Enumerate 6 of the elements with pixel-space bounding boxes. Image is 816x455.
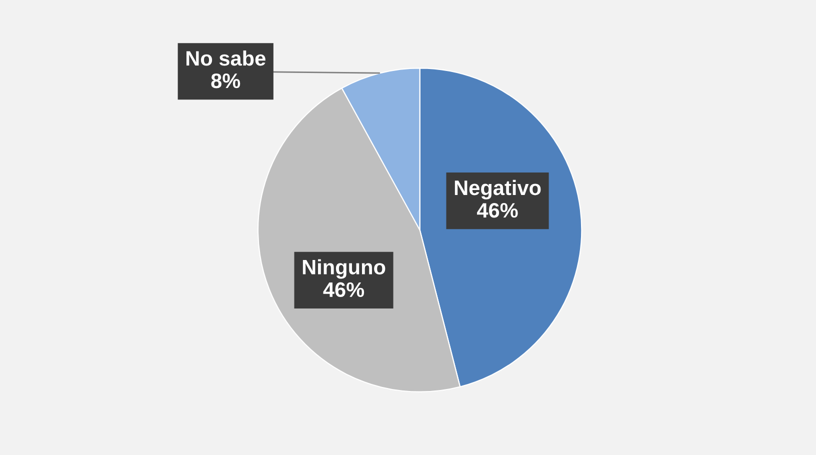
data-label: 46% — [323, 282, 364, 298]
slice-label: No sabe — [186, 50, 266, 66]
slice-label: Ninguno — [302, 259, 386, 279]
slice-label: Negativo — [454, 180, 541, 200]
data-label: 8% — [211, 73, 240, 88]
data-label: 46% — [476, 202, 518, 218]
